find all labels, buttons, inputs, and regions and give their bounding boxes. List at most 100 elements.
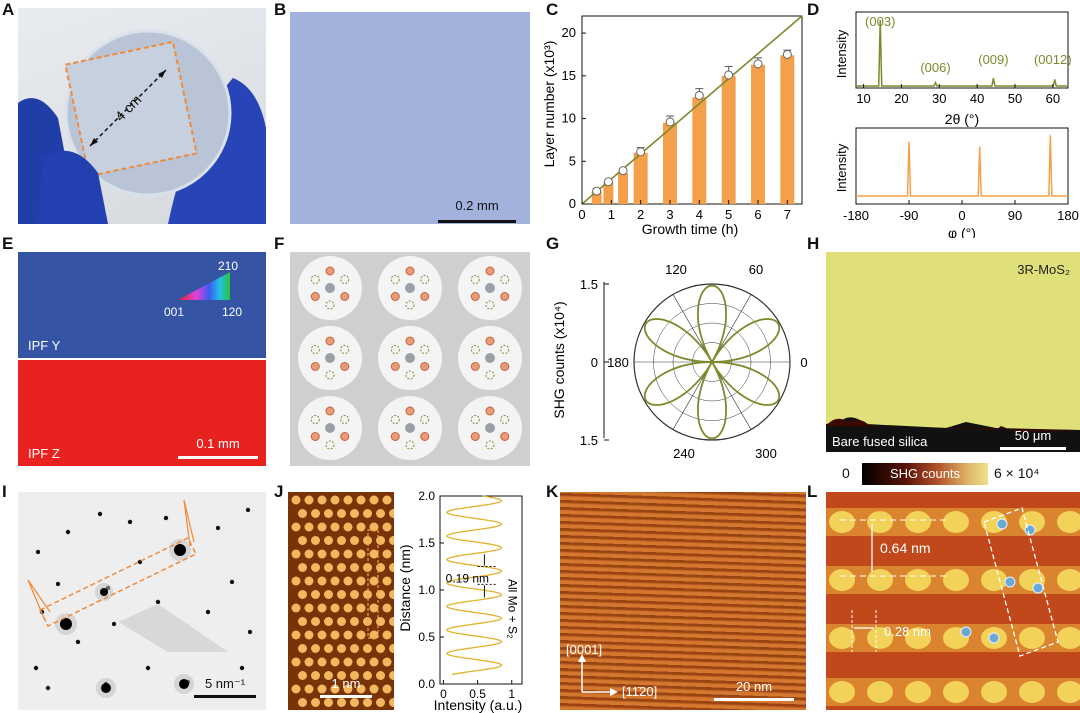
atom-column: [369, 549, 379, 559]
panel-label-g: G: [546, 234, 560, 253]
spot-orange: [340, 292, 350, 301]
atom-column: [943, 681, 969, 703]
diffraction-spot: [215, 525, 221, 531]
atom-column: [343, 549, 353, 559]
atom-column: [324, 509, 333, 518]
shg-map: 3R-MoS₂ Bare fused silica 50 μm: [826, 252, 1080, 452]
mo-atom: [996, 518, 1008, 530]
spot-orange: [390, 362, 400, 371]
diffraction-spot: [55, 581, 61, 587]
spot-olive: [405, 300, 415, 310]
atom-column: [317, 603, 327, 613]
spot-olive: [405, 440, 415, 450]
top-frame: [855, 11, 1069, 89]
ipf-triangle: [178, 272, 230, 300]
atom-column: [337, 563, 346, 572]
diffraction-spot: [33, 665, 39, 671]
triangle-label-210: 210: [218, 259, 238, 273]
data-point: [636, 147, 646, 157]
intensity-trace: [445, 495, 503, 676]
x-tick-label: -90: [900, 208, 919, 223]
atom-column: [317, 495, 327, 505]
shg-polar-plot: SHG counts (x10⁴) 1.5 0 1.5 120 60 180 0 240 300: [551, 262, 808, 461]
spot-olive: [310, 275, 320, 284]
x-tick-label: 4: [696, 207, 703, 222]
atom-column: [1019, 681, 1045, 703]
atom-column: [324, 644, 333, 653]
center-spot: [405, 283, 415, 293]
y-tick-label: 0: [591, 355, 598, 370]
triangle-label-001: 001: [164, 305, 184, 319]
atom-column: [317, 576, 327, 586]
atom-column: [943, 569, 969, 591]
center-spot: [405, 353, 415, 363]
atom-column: [867, 627, 893, 649]
atom-column: [369, 522, 379, 532]
xrd-top-xlabel: 2θ (°): [945, 111, 979, 127]
diffraction-spot: [163, 515, 169, 521]
atom-column: [343, 495, 353, 505]
atom-column: [291, 657, 301, 667]
atom-column: [363, 671, 372, 680]
ipf-z-label: IPF Z: [28, 446, 60, 461]
data-point: [724, 70, 734, 80]
angle-label: 0: [800, 355, 807, 370]
spot-orange: [340, 432, 350, 441]
scale-bar-h: [1000, 447, 1066, 450]
polar-ylabel: SHG counts (x10⁴): [551, 301, 567, 418]
diffraction-spot: [245, 507, 251, 513]
y-tick-label: 1.5: [418, 536, 435, 550]
x-tick-label: 60: [1046, 91, 1060, 106]
spot-orange: [325, 336, 335, 346]
y-tick-label: 0: [569, 196, 576, 211]
atom-column: [311, 698, 320, 707]
atom-column: [304, 603, 314, 613]
spot-orange: [485, 336, 495, 346]
scale-label-j: 1 nm: [331, 676, 361, 691]
spot-orange: [420, 432, 430, 441]
atom-column: [376, 644, 385, 653]
atom-column: [330, 522, 340, 532]
spot-olive: [485, 370, 495, 380]
panel-label-b: B: [274, 0, 287, 19]
spot-orange: [310, 362, 320, 371]
scale-bar-k: [714, 698, 794, 701]
shg-petals: [643, 284, 781, 440]
bright-spot: [100, 588, 108, 596]
spot-orange: [420, 292, 430, 301]
atom-column: [1057, 627, 1080, 649]
atom-column: [304, 522, 314, 532]
x-tick-label: 7: [784, 207, 791, 222]
hrtem-image: [0001] [11̄20] 20 nm: [560, 492, 806, 710]
line-profile-box: [367, 529, 379, 639]
atom-column: [376, 617, 385, 626]
y-tick-label: 15: [562, 68, 576, 83]
xrd-top-ylabel: Intensity: [834, 29, 849, 78]
atom-column: [304, 576, 314, 586]
peak-label: (006): [920, 60, 950, 75]
direction-label-0001: [0001]: [566, 642, 603, 657]
spot-orange: [485, 266, 495, 276]
atom-column: [1057, 569, 1080, 591]
x-tick-label: 40: [970, 91, 984, 106]
atom-column: [389, 536, 394, 545]
atom-column: [317, 522, 327, 532]
y-tick-label: 5: [569, 153, 576, 168]
spot-orange: [420, 362, 430, 371]
xrd-top-trace: [856, 19, 1068, 87]
atom-column: [298, 536, 307, 545]
atom-column: [298, 617, 307, 626]
atom-column: [981, 569, 1007, 591]
bar: [663, 122, 677, 204]
y-tick-label: 1.5: [580, 433, 598, 448]
y-tick-label: 2.0: [418, 489, 435, 503]
saed-pattern: 5 nm⁻¹: [18, 492, 266, 710]
atom-column: [1019, 627, 1045, 649]
spot-olive: [390, 275, 400, 284]
atom-column: [389, 590, 394, 599]
spot-orange: [325, 266, 335, 276]
direction-label-1120: [11̄20]: [622, 684, 658, 699]
spot-olive: [325, 300, 335, 310]
atom-column: [343, 522, 353, 532]
atom-column: [337, 617, 346, 626]
